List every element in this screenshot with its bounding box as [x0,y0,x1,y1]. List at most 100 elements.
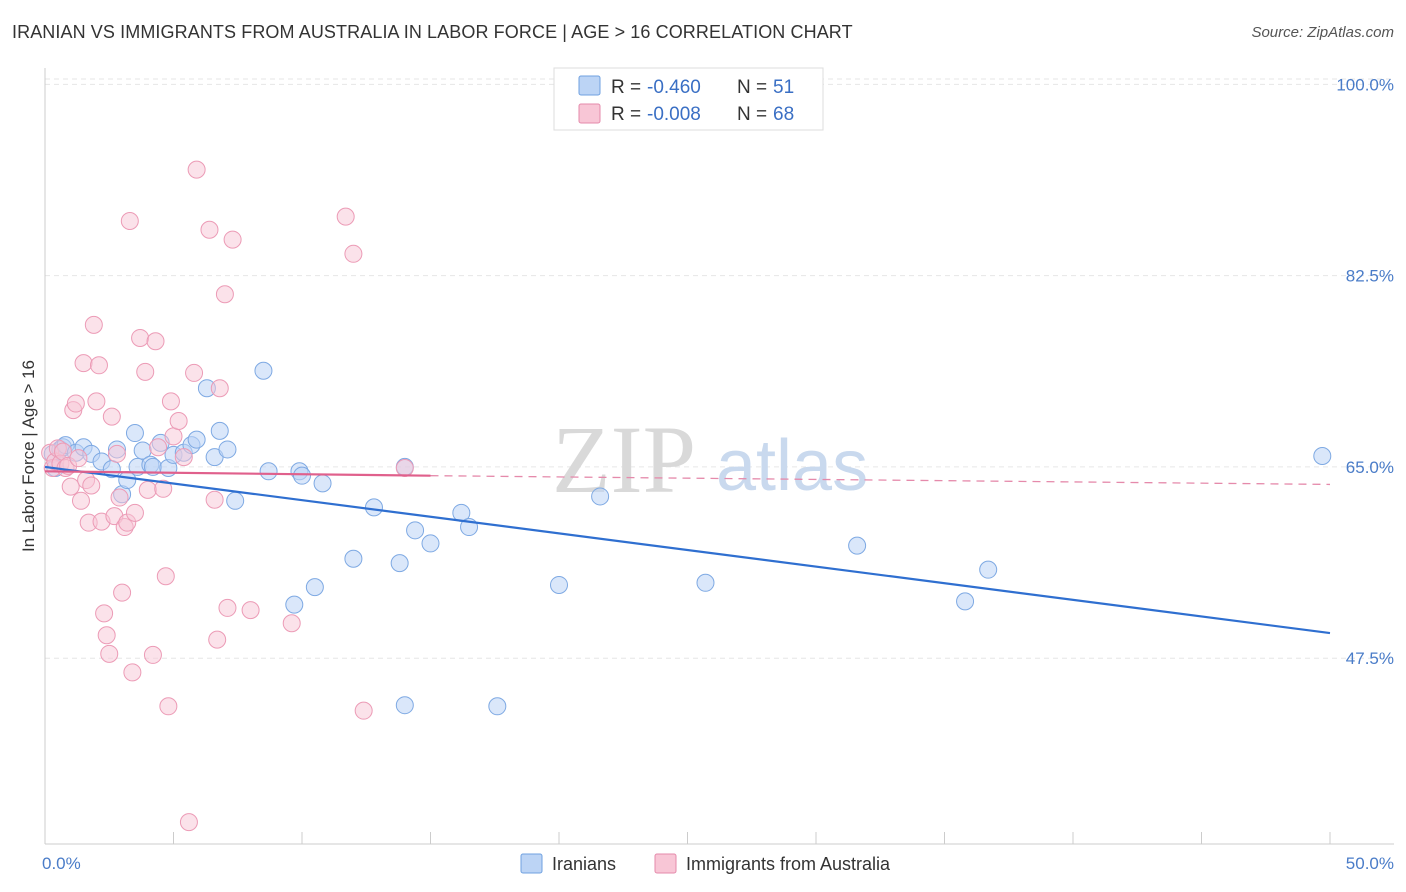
legend-n-label-australia: N = [737,104,767,125]
data-point [110,488,129,507]
source-credit: Source: ZipAtlas.com [1251,24,1394,41]
grid-lines [45,78,1394,659]
y-tick-label: 100.0% [1336,75,1394,94]
data-point [696,573,715,592]
data-point [550,575,568,594]
watermark-zip: ZIP [552,406,696,513]
data-point [218,598,237,617]
data-point [979,560,998,579]
data-point [488,697,507,716]
data-point [107,444,126,463]
data-point [187,430,206,449]
watermark-atlas: atlas [716,426,868,506]
data-point [259,462,278,481]
series-legend-label-australia: Immigrants from Australia [686,854,891,874]
legend-r-label-iranians: R = [611,77,641,98]
data-point [395,459,414,478]
data-point [154,479,173,498]
series-legend-label-iranians: Iranians [552,854,616,874]
x-tick-label-max: 50.0% [1346,854,1394,873]
data-point [210,421,229,440]
stats-legend: R = -0.460 N = 51 R = -0.008 N = 68 [553,67,824,131]
data-point [66,394,85,413]
x-ticks [44,832,1331,844]
y-tick-label: 82.5% [1346,267,1394,286]
data-point [100,644,119,663]
data-point [149,438,168,457]
data-point [131,328,150,347]
data-point [205,490,224,509]
data-point [161,392,180,411]
chart-title: IRANIAN VS IMMIGRANTS FROM AUSTRALIA IN … [12,22,853,42]
trend-line-australia-extension [430,475,1331,486]
data-point [74,354,93,373]
scatter-points [41,160,1332,832]
data-point [282,614,301,633]
data-point [364,498,383,517]
data-point [336,207,355,226]
series-australia [41,160,414,832]
legend-r-label-australia: R = [611,104,641,125]
data-point [61,477,80,496]
data-point [97,626,116,645]
data-point [185,363,204,382]
data-point [344,244,363,263]
data-point [125,424,144,443]
data-point [120,212,139,231]
data-point [169,412,188,431]
data-point [313,474,332,493]
data-point [226,491,245,510]
data-point [164,427,183,446]
data-point [159,697,178,716]
data-point [591,487,610,506]
data-point [123,663,142,682]
data-point [254,361,273,380]
x-tick-label-min: 0.0% [42,854,81,873]
data-point [848,536,867,555]
data-point [215,285,234,304]
data-point [305,578,324,597]
data-point [84,315,103,334]
data-point [187,160,206,179]
data-point [293,466,311,485]
data-point [354,701,373,720]
y-axis-label: In Labor Force | Age > 16 [19,360,38,552]
data-point [82,476,101,495]
data-point [89,356,108,375]
data-point [125,503,144,522]
data-point [146,332,165,351]
data-point [200,220,219,239]
legend-swatch-iranians [578,75,601,96]
series-legend: Iranians Immigrants from Australia [520,853,891,874]
data-point [390,554,409,573]
y-tick-labels: 47.5% 65.0% 82.5% 100.0% [1336,75,1394,668]
data-point [179,813,198,832]
data-point [406,521,425,540]
data-point [223,230,242,249]
data-point [208,630,227,649]
data-point [87,392,106,411]
series-legend-swatch-iranians [520,853,543,874]
legend-n-value-australia: 68 [773,104,794,125]
series-legend-swatch-australia [654,853,677,874]
data-point [210,379,229,398]
data-point [285,595,304,614]
data-point [138,480,157,499]
data-point [156,567,175,586]
data-point [344,549,363,568]
trend-line-australia [44,470,431,477]
legend-n-value-iranians: 51 [773,77,794,98]
data-point [71,491,90,510]
watermark: ZIP atlas [552,406,868,513]
data-point [136,362,155,381]
data-point [421,534,440,553]
y-tick-label: 65.0% [1346,458,1394,477]
data-point [218,440,237,459]
legend-n-label-iranians: N = [737,77,767,98]
legend-swatch-australia [578,103,601,124]
data-point [143,645,162,664]
legend-r-value-australia: -0.008 [647,104,701,125]
legend-r-value-iranians: -0.460 [647,77,701,98]
y-tick-label: 47.5% [1346,649,1394,668]
